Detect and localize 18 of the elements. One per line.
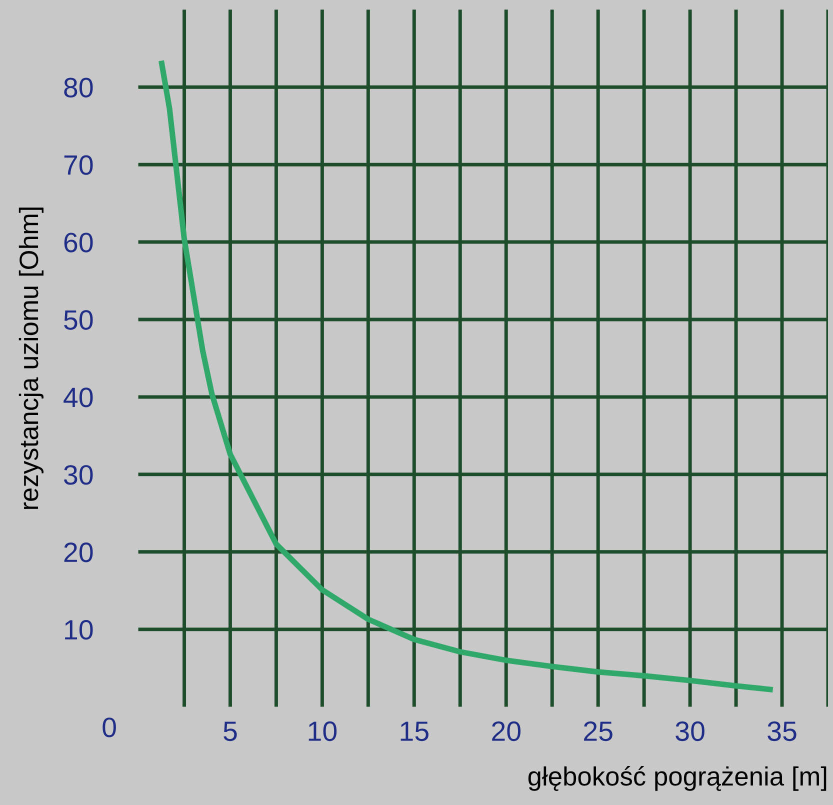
x-tick-label: 35: [768, 721, 796, 742]
x-tick-label: 30: [676, 721, 704, 742]
x-axis-title: głębokość pogrążenia [m]: [528, 766, 826, 791]
y-tick-label: 80: [64, 78, 93, 98]
x-tick-label: 10: [308, 721, 337, 742]
y-tick-label: 20: [64, 542, 93, 562]
y-tick-label: 50: [64, 310, 93, 330]
y-axis-title: rezystancja uziomu [Ohm]: [18, 208, 44, 509]
x-tick-label: 25: [584, 721, 612, 742]
y-tick-label: 40: [64, 388, 93, 408]
text: 0: [102, 718, 116, 738]
y-tick-label: 10: [65, 620, 93, 640]
x-tick-label: 20: [492, 721, 520, 742]
x-tick-label: 15: [400, 722, 428, 742]
x-tick-label: 5: [224, 722, 237, 742]
y-tick-label: 70: [64, 155, 93, 175]
y-tick-label: 30: [64, 465, 93, 485]
y-tick-label: 60: [64, 232, 93, 252]
